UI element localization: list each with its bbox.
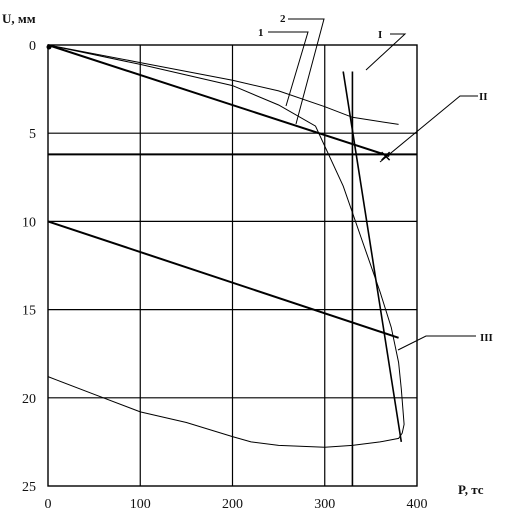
intersection-marker xyxy=(381,151,391,161)
curve-label: III xyxy=(480,332,493,344)
y-tick-label: 15 xyxy=(22,304,36,319)
x-tick-label: 200 xyxy=(222,497,243,512)
leader-line xyxy=(288,18,325,125)
curve-label: I xyxy=(378,29,382,41)
leader-line xyxy=(397,335,476,351)
grid-layer xyxy=(48,45,417,486)
origin-marker xyxy=(46,44,52,50)
y-tick-label: 20 xyxy=(22,392,36,407)
curve-label: 1 xyxy=(258,27,264,39)
x-tick-label: 0 xyxy=(45,497,52,512)
plot-frame xyxy=(47,44,418,487)
y-tick-label: 5 xyxy=(29,127,36,142)
x-tick-label: 400 xyxy=(407,497,428,512)
curve-label: 2 xyxy=(280,13,286,25)
x-axis-label: P, тс xyxy=(458,482,484,497)
y-tick-label: 25 xyxy=(22,480,36,495)
series-iii-line xyxy=(47,220,399,339)
x-tick-label: 300 xyxy=(314,497,335,512)
y-tick-label: 0 xyxy=(29,39,36,54)
series-layer xyxy=(46,44,417,486)
leader-line xyxy=(268,31,309,107)
x-tick-label: 100 xyxy=(130,497,151,512)
curve-label: II xyxy=(479,91,488,103)
leader-line xyxy=(365,33,407,71)
series-2-line xyxy=(47,44,405,448)
y-tick-label: 10 xyxy=(22,215,36,230)
series-ii-line xyxy=(47,44,390,158)
tick-layer: 0 100 200 300 400 0 5 10 15 20 25 xyxy=(22,39,428,512)
leader-line xyxy=(379,95,478,163)
y-axis-label: U, мм xyxy=(2,11,36,26)
